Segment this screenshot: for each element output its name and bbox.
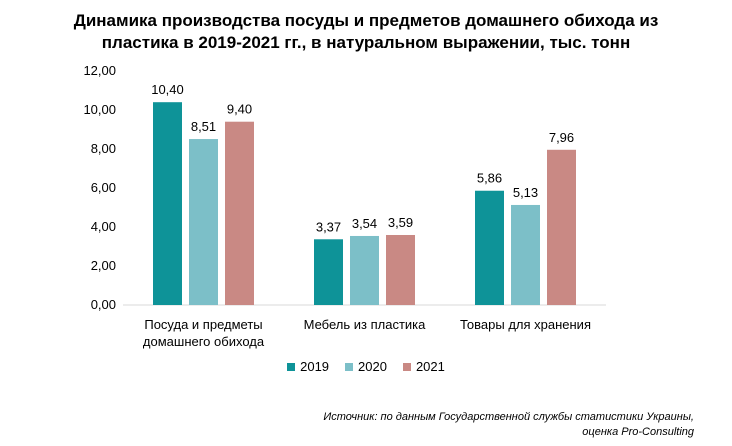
legend-item-2020: 2020 bbox=[345, 359, 387, 374]
bar-2020 bbox=[189, 139, 218, 305]
chart-title-line-1: Динамика производства посуды и предметов… bbox=[73, 11, 659, 30]
chart-legend: 2019 2020 2021 bbox=[0, 359, 732, 374]
legend-item-2019: 2019 bbox=[287, 359, 329, 374]
legend-item-2021: 2021 bbox=[402, 359, 445, 374]
y-tick-label: 2,00 bbox=[91, 258, 116, 273]
data-label: 8,51 bbox=[191, 119, 216, 134]
bar-2021 bbox=[225, 121, 254, 305]
data-label: 10,40 bbox=[151, 82, 184, 97]
source-note: Источник: по данным Государственной служ… bbox=[323, 410, 694, 440]
legend-swatch bbox=[287, 362, 296, 371]
legend-swatch bbox=[345, 362, 354, 371]
legend-swatch bbox=[402, 362, 411, 371]
y-tick-label: 8,00 bbox=[91, 141, 116, 156]
bar-2019 bbox=[314, 239, 343, 305]
legend-label: 2019 bbox=[300, 359, 330, 374]
data-label: 3,54 bbox=[352, 216, 377, 231]
y-tick-label: 4,00 bbox=[91, 219, 116, 234]
category-label: домашнего обихода bbox=[143, 334, 265, 349]
bar-2021 bbox=[547, 149, 576, 305]
y-tick-label: 6,00 bbox=[91, 180, 116, 195]
data-label: 3,37 bbox=[316, 219, 341, 234]
source-line-2: оценка Pro-Consulting bbox=[582, 426, 694, 438]
bar-2020 bbox=[350, 235, 379, 305]
y-tick-label: 0,00 bbox=[91, 297, 116, 312]
data-label: 5,13 bbox=[513, 185, 538, 200]
bar-2019 bbox=[475, 190, 504, 305]
bar-2021 bbox=[386, 234, 415, 305]
y-tick-label: 12,00 bbox=[83, 63, 116, 78]
category-label: Мебель из пластика bbox=[304, 317, 427, 332]
category-label: Посуда и предметы bbox=[144, 317, 262, 332]
source-line-1: Источник: по данным Государственной служ… bbox=[323, 411, 694, 423]
data-label: 3,59 bbox=[388, 215, 413, 230]
y-tick-label: 10,00 bbox=[83, 102, 116, 117]
data-label: 9,40 bbox=[227, 102, 252, 117]
data-label: 7,96 bbox=[549, 130, 574, 145]
bar-2019 bbox=[153, 102, 182, 305]
category-label: Товары для хранения bbox=[460, 317, 591, 332]
legend-label: 2020 bbox=[358, 359, 387, 374]
data-label: 5,86 bbox=[477, 171, 502, 186]
bar-2020 bbox=[511, 204, 540, 305]
legend-label: 2021 bbox=[415, 359, 445, 374]
chart-title: Динамика производства посуды и предметов… bbox=[0, 10, 732, 54]
chart-title-line-2: пластика в 2019-2021 гг., в натуральном … bbox=[101, 33, 631, 52]
